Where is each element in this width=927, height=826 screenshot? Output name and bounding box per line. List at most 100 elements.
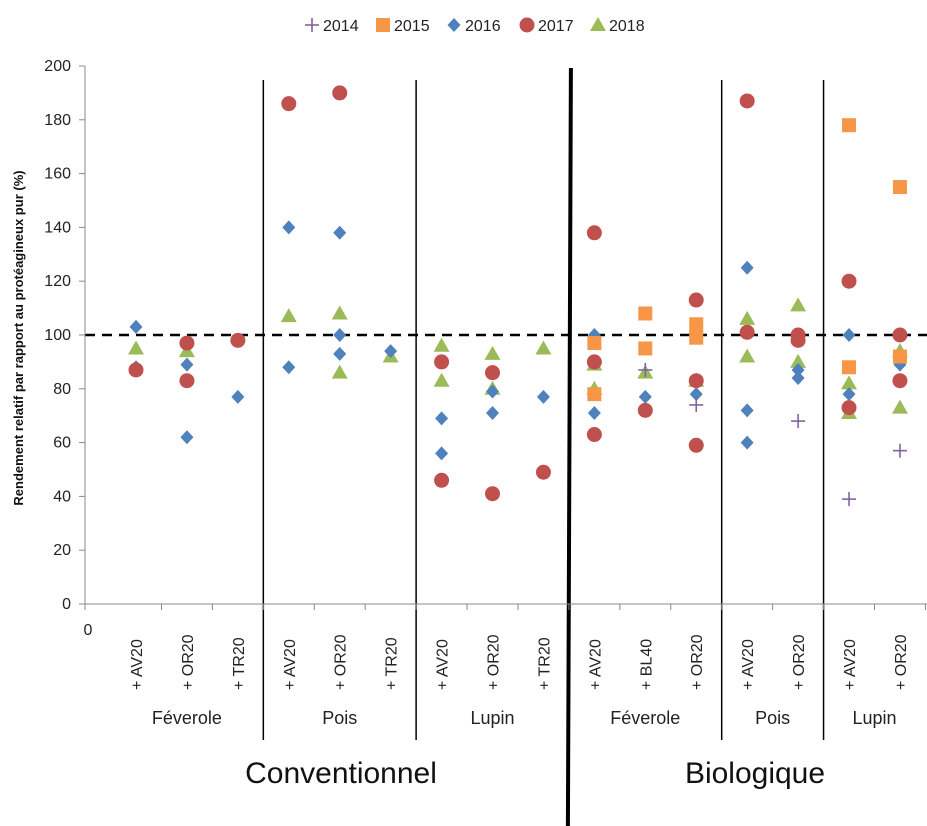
x-category-label: + TR20 [536, 637, 553, 690]
point-2018 [433, 372, 450, 387]
x-category-label: + AV20 [587, 639, 604, 690]
x-category-label: + OR20 [486, 634, 503, 690]
point-2017 [892, 373, 908, 389]
point-2018 [790, 297, 807, 312]
point-2016 [740, 260, 754, 275]
point-2018 [535, 340, 552, 355]
y-tick-label: 140 [44, 219, 71, 236]
y-tick-label: 40 [53, 488, 71, 505]
point-2016 [536, 389, 550, 404]
point-2015 [892, 180, 907, 195]
x-category-label: + AV20 [842, 639, 859, 690]
legend-marker-2014 [305, 18, 319, 32]
group-label: Lupin [470, 708, 514, 728]
point-2017 [281, 96, 297, 112]
point-2016 [180, 357, 194, 372]
point-2014 [638, 362, 653, 377]
point-2015 [842, 118, 857, 133]
point-2017 [230, 332, 246, 348]
x-category-label: + AV20 [129, 639, 146, 690]
point-2016 [486, 384, 500, 399]
point-2014 [689, 397, 704, 412]
point-2014 [892, 443, 907, 458]
point-2016 [129, 319, 143, 334]
group-label: Pois [755, 708, 790, 728]
x-category-label: + OR20 [893, 634, 910, 690]
point-2018 [790, 353, 807, 368]
point-2015 [689, 330, 704, 345]
point-2016 [333, 328, 347, 342]
y-tick-label: 60 [53, 435, 71, 452]
x-category-label: + OR20 [180, 634, 197, 690]
x-category-label: + AV20 [740, 639, 757, 690]
point-2018 [433, 337, 450, 352]
point-2017 [739, 93, 755, 109]
point-2018 [891, 399, 908, 414]
point-2017 [841, 400, 857, 416]
x-category-label: + AV20 [435, 639, 452, 690]
point-2016 [486, 406, 500, 421]
x-category-label: + TR20 [231, 637, 248, 690]
point-2017 [688, 373, 704, 389]
group-label: Féverole [152, 708, 222, 728]
point-2017 [485, 486, 501, 502]
point-2018 [331, 364, 348, 379]
x-category-label: + BL40 [638, 639, 655, 690]
point-2016 [435, 411, 449, 426]
point-2016 [842, 328, 856, 342]
y-tick-label: 160 [44, 166, 71, 183]
point-2016 [587, 406, 601, 421]
point-2016 [333, 225, 347, 240]
point-2016 [231, 389, 245, 404]
point-2016 [791, 371, 805, 386]
group-label: Lupin [852, 708, 896, 728]
point-2017 [892, 327, 908, 343]
point-2018 [128, 340, 144, 355]
point-2015 [842, 360, 857, 375]
point-2016 [740, 403, 754, 418]
point-2017 [128, 362, 144, 378]
point-2016 [282, 360, 296, 375]
legend-label: 2018 [609, 18, 645, 35]
point-2016 [384, 344, 398, 359]
point-2016 [282, 220, 296, 235]
legend-label: 2015 [394, 18, 430, 35]
point-2015 [638, 341, 653, 356]
y-tick-label: 20 [53, 542, 71, 559]
point-2016 [842, 387, 856, 402]
point-2017 [485, 365, 501, 381]
system-separator [565, 67, 573, 826]
point-2017 [179, 335, 195, 351]
x-origin-label: 0 [84, 622, 93, 639]
point-2017 [586, 427, 602, 443]
point-2017 [535, 464, 551, 480]
legend-label: 2016 [465, 18, 501, 35]
point-2018 [841, 375, 858, 390]
system-label: Biologique [685, 757, 825, 790]
point-2018 [484, 345, 501, 360]
group-label: Féverole [610, 708, 680, 728]
point-2018 [280, 308, 297, 323]
point-2014 [842, 492, 857, 507]
point-2015 [587, 336, 602, 351]
point-2017 [586, 225, 602, 241]
point-2017 [688, 292, 704, 308]
legend-marker-2017 [519, 17, 535, 33]
point-2016 [435, 446, 449, 461]
point-2015 [689, 317, 704, 332]
point-2016 [791, 362, 805, 377]
category-labels: + AV20 + OR20 + TR20 + AV20 + OR20 + TR20 + AV… [129, 634, 910, 790]
point-2017 [179, 373, 195, 389]
system-label: Conventionnel [245, 757, 437, 790]
point-2017 [434, 354, 450, 370]
y-tick-label: 0 [62, 596, 71, 613]
point-2016 [740, 435, 754, 450]
point-2017 [790, 332, 806, 348]
point-2017 [841, 273, 857, 289]
point-2018 [739, 348, 756, 363]
point-2017 [332, 85, 348, 101]
x-category-label: + OR20 [689, 634, 706, 690]
group-label: Pois [322, 708, 357, 728]
y-tick-label: 100 [44, 327, 71, 344]
